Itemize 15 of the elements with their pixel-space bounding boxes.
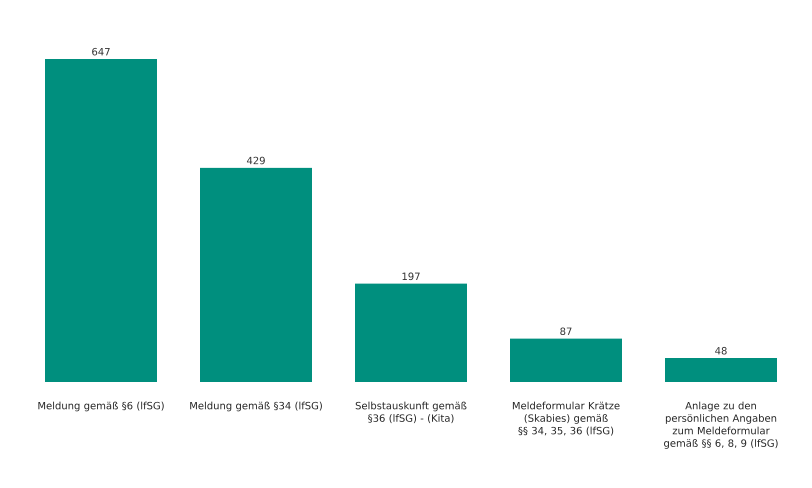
x-tick-label: Selbstauskunft gemäß §36 (lfSG) - (Kita) xyxy=(356,402,466,424)
data-label: 647 xyxy=(92,48,110,56)
x-tick-label: Meldung gemäß §6 (lfSG) xyxy=(38,402,164,412)
bar xyxy=(665,358,777,382)
x-tick-label: Meldeformular Krätze (Skabies) gemäß §§ 34, 35, 36 (lfSG) xyxy=(512,402,620,436)
bar xyxy=(200,168,312,382)
bar xyxy=(510,338,622,382)
data-label: 87 xyxy=(560,327,572,336)
bar xyxy=(45,59,157,382)
data-label: 48 xyxy=(715,346,727,355)
x-tick-label: Anlage zu den persönlichen Angaben zum Meldeformular gemäß §§ 6, 8, 9 (lfSG) xyxy=(664,402,778,449)
data-label: 429 xyxy=(246,156,265,164)
x-tick-label: Meldung gemäß §34 (lfSG) xyxy=(190,402,322,412)
data-label: 197 xyxy=(402,272,420,280)
bar xyxy=(355,284,467,382)
